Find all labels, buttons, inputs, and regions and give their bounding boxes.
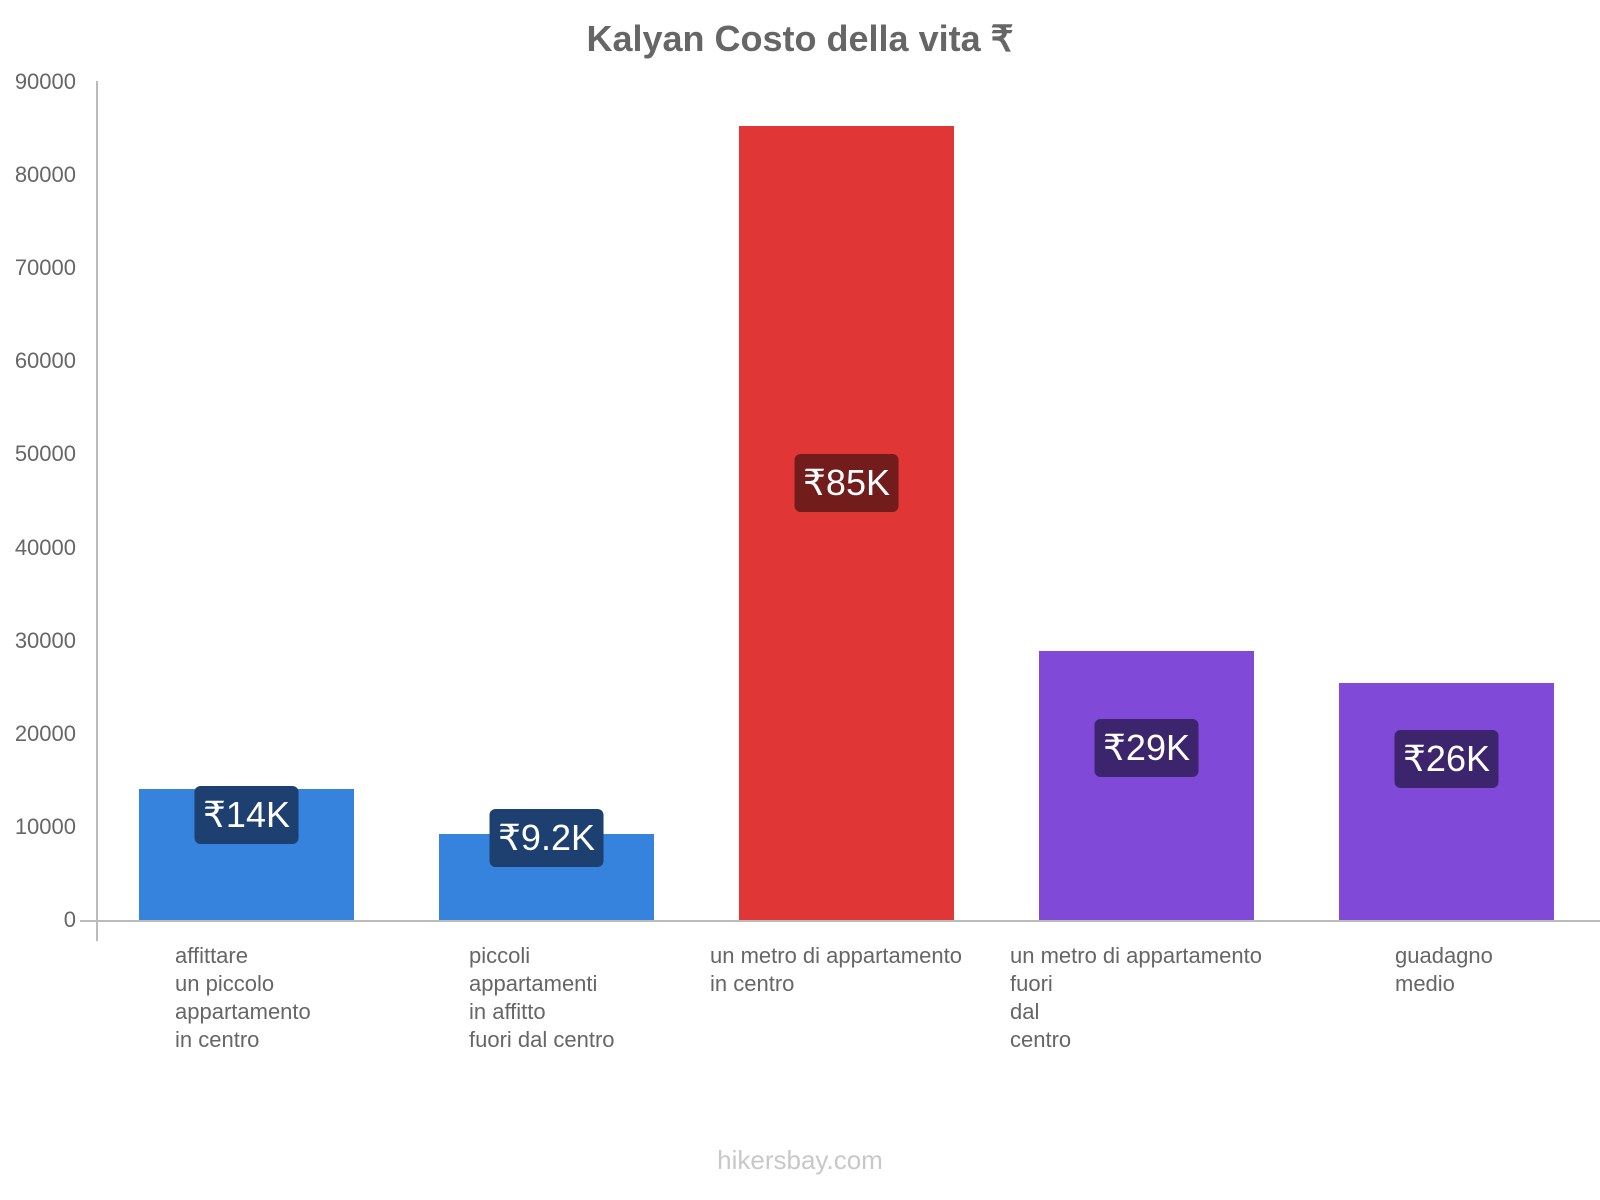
bar-3[interactable] — [739, 125, 954, 920]
bar-4[interactable] — [1039, 650, 1254, 920]
y-tick-label: 0 — [63, 907, 76, 932]
y-tick-label: 60000 — [14, 348, 76, 374]
x-category-label: piccoli appartamenti in affitto fuori da… — [469, 943, 615, 1052]
y-tick-label: 40000 — [14, 534, 76, 560]
x-category-label: affittare un piccolo appartamento in cen… — [175, 943, 311, 1052]
y-tick-label: 30000 — [14, 627, 76, 653]
x-axis-line — [80, 920, 1600, 922]
y-tick-label: 50000 — [14, 441, 76, 467]
y-tick-label: 80000 — [14, 162, 76, 188]
y-tick-label: 70000 — [14, 255, 76, 281]
bar-value-label: ₹14K — [194, 785, 299, 844]
x-category-label: guadagno medio — [1395, 943, 1493, 996]
bar-value-label: ₹26K — [1394, 729, 1499, 788]
bar-value-label: ₹29K — [1094, 718, 1199, 777]
y-tick-label: 10000 — [14, 813, 76, 839]
bar-5[interactable] — [1339, 682, 1554, 920]
y-tick-label: 90000 — [14, 69, 76, 94]
y-axis-line — [96, 81, 98, 941]
y-tick-label: 20000 — [14, 720, 76, 746]
chart-title: Kalyan Costo della vita ₹ — [586, 18, 1014, 59]
x-category-label: un metro di appartamento fuori dal centr… — [1010, 943, 1262, 1052]
x-category-label: un metro di appartamento in centro — [710, 943, 962, 996]
footer-watermark: hikersbay.com — [717, 1145, 883, 1175]
bar-value-label: ₹85K — [794, 454, 899, 513]
bar-value-label: ₹9.2K — [489, 809, 604, 868]
